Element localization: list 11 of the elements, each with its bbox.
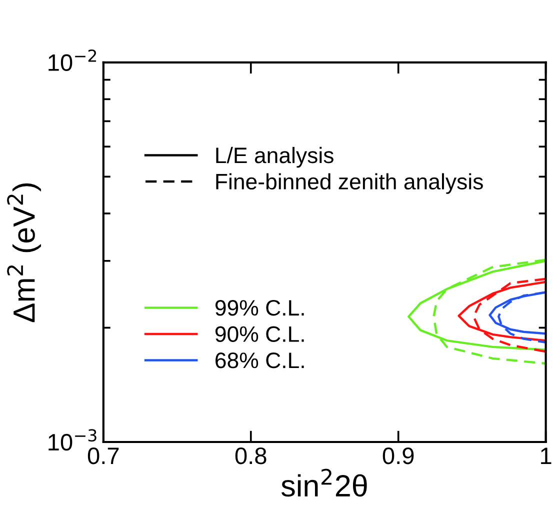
legend-label: 99% C.L. <box>215 300 304 316</box>
x-tick-label: 0.8 <box>235 447 266 464</box>
legend-label: 68% C.L. <box>216 352 304 368</box>
y-tick-label: 10$^{−2}$ <box>48 49 96 72</box>
x-axis-title: sin$^{2}$2θ <box>281 468 367 497</box>
legend-label: 90% C.L. <box>215 326 304 342</box>
x-tick-label: 1 <box>541 448 552 464</box>
annotation: Fine-binned zenith analysis <box>216 173 483 194</box>
annotation: L/E analysis <box>216 146 334 168</box>
y-axis-title: Δm$^{2}$ (eV$^{2}$) <box>7 183 41 322</box>
x-tick-label: 0.9 <box>382 447 414 464</box>
